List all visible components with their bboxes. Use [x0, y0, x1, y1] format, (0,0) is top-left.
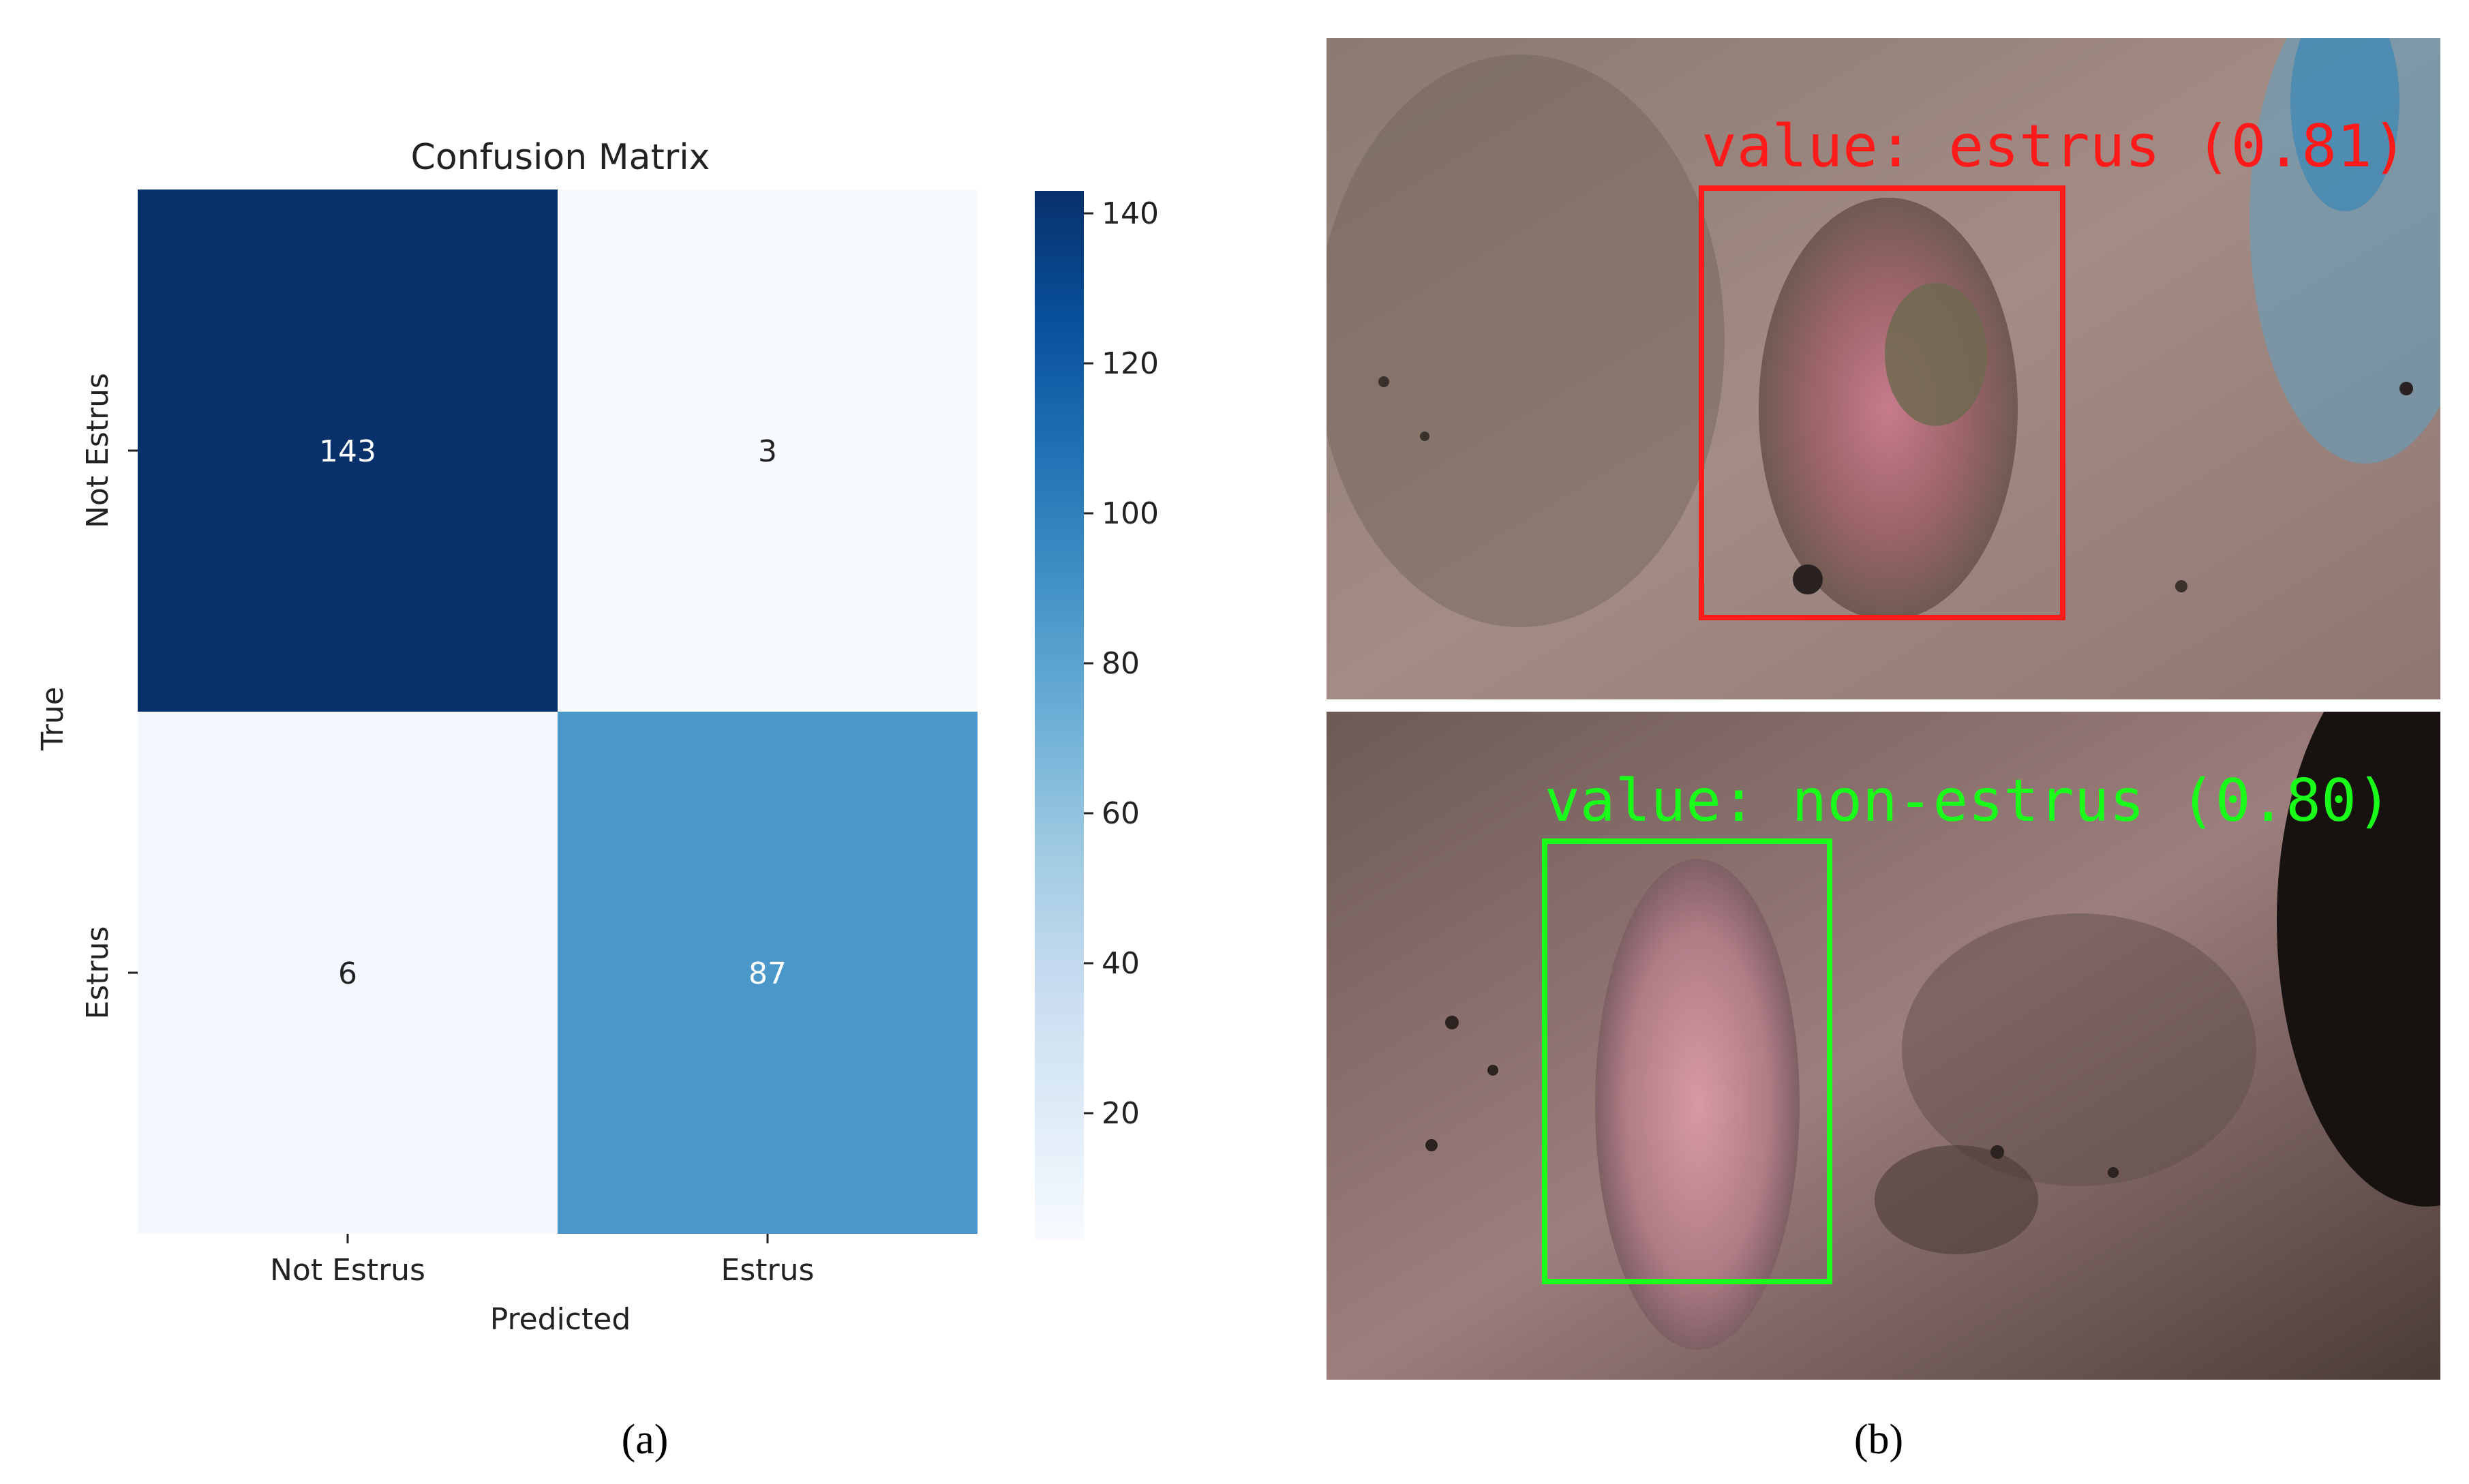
- colorbar-tick-label: 80: [1102, 646, 1140, 681]
- colorbar-tick-label: 60: [1102, 796, 1140, 831]
- y-tick-label: Estrus: [80, 926, 115, 1020]
- cell-value-label: 87: [748, 956, 787, 991]
- detection-box-estrus: [1699, 185, 2065, 620]
- colorbar-tick-label: 40: [1102, 946, 1140, 981]
- cell-value-label: 3: [758, 434, 777, 469]
- detection-label-non-estrus: value: non-estrus (0.80): [1545, 767, 2392, 835]
- x-tick-label: Estrus: [721, 1253, 815, 1288]
- caption-a: (a): [622, 1417, 669, 1463]
- photo-estrus: value: estrus (0.81): [1327, 38, 2440, 699]
- heatmap-cell: [138, 190, 558, 712]
- y-tick-label: Not Estrus: [80, 373, 115, 528]
- caption-b: (b): [1854, 1417, 1903, 1463]
- detection-label-estrus: value: estrus (0.81): [1701, 112, 2408, 181]
- confusion-matrix-chart: Confusion Matrix 143 3 6 87 Not Estrus Estru…: [35, 137, 1159, 1337]
- colorbar-tick-label: 20: [1102, 1096, 1140, 1131]
- chart-title: Confusion Matrix: [411, 137, 710, 178]
- heatmap-cell: [558, 190, 978, 712]
- colorbar-tick-label: 120: [1102, 346, 1159, 381]
- cell-value-label: 143: [319, 434, 376, 469]
- x-axis-label: Predicted: [490, 1302, 631, 1337]
- detection-photos: value: estrus (0.81) value: non-estrus (…: [1327, 38, 2440, 1380]
- cell-value-label: 6: [338, 956, 357, 991]
- photo-non-estrus: value: non-estrus (0.80): [1327, 712, 2440, 1380]
- x-tick-label: Not Estrus: [270, 1253, 425, 1288]
- y-axis-label: True: [35, 686, 70, 751]
- heatmap-cell: [138, 712, 558, 1234]
- detection-box-non-estrus: [1542, 838, 1832, 1284]
- heatmap-cell: [558, 712, 978, 1234]
- colorbar-tick-label: 100: [1102, 496, 1159, 531]
- colorbar-tick-label: 140: [1102, 196, 1159, 231]
- colorbar: [1035, 191, 1084, 1241]
